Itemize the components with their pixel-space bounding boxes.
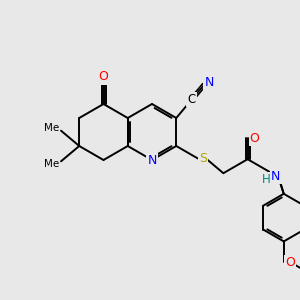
Text: H: H xyxy=(262,173,270,186)
Text: Me: Me xyxy=(44,123,60,133)
Text: C: C xyxy=(188,93,196,106)
Text: Me: Me xyxy=(44,159,60,169)
Text: O: O xyxy=(99,70,108,83)
Text: N: N xyxy=(271,170,280,183)
Text: S: S xyxy=(199,152,207,165)
Text: N: N xyxy=(147,154,157,166)
Text: O: O xyxy=(285,256,295,269)
Text: O: O xyxy=(250,132,260,145)
Text: N: N xyxy=(205,76,214,89)
